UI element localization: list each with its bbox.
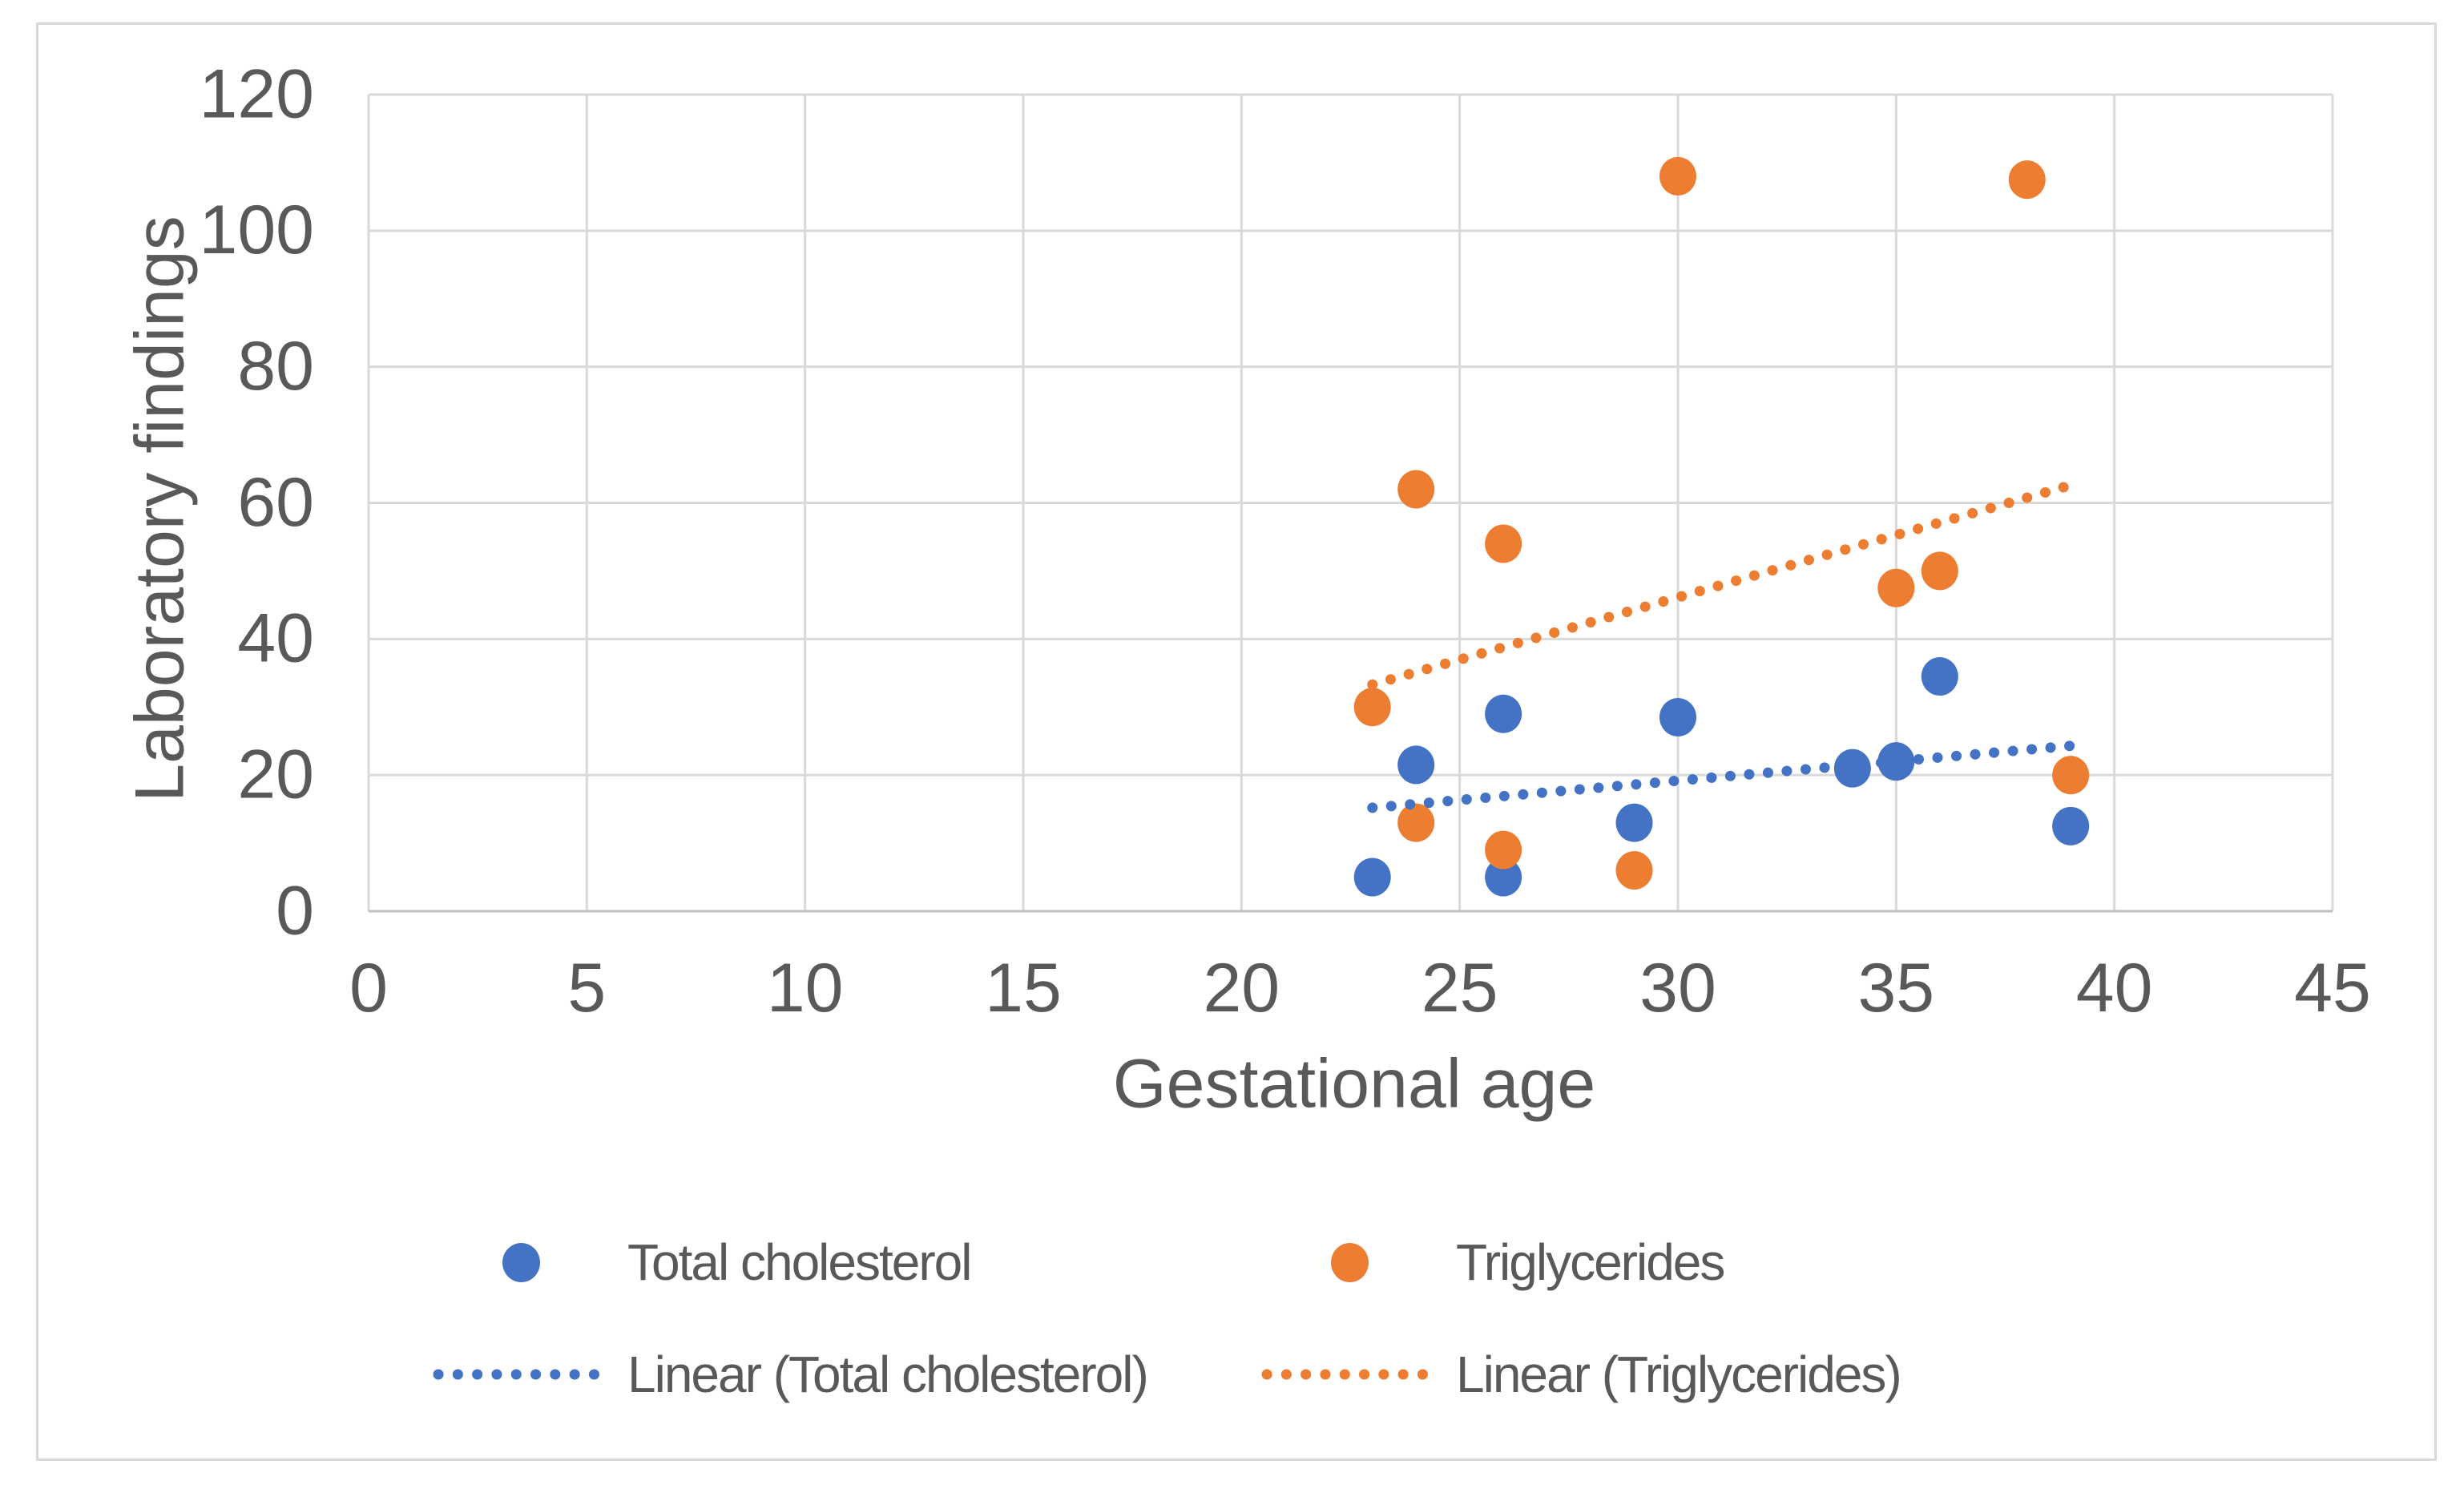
y-tick-label-100: 100	[200, 192, 315, 268]
trendline-linear-triglycerides-	[1367, 479, 2076, 690]
trendlines	[1367, 479, 2076, 813]
point-triglycerides	[2052, 756, 2090, 795]
x-tick-label-0: 0	[349, 950, 388, 1027]
x-tick-label-20: 20	[1203, 950, 1280, 1027]
legend-label-linear-triglycerides: Linear (Triglycerides)	[1456, 1346, 1902, 1403]
gridlines	[367, 93, 2334, 913]
point-total-cholesterol	[1921, 657, 1958, 696]
total-cholesterol-marker-icon	[502, 1242, 540, 1282]
legend-item-triglycerides: Triglycerides	[1261, 1233, 1725, 1291]
y-tick-label-0: 0	[276, 872, 314, 949]
y-tick-label-80: 80	[237, 328, 314, 405]
x-tick-label-30: 30	[1639, 950, 1716, 1027]
legend-swatch-triglycerides	[1261, 1242, 1438, 1282]
x-tick-label-45: 45	[2294, 950, 2371, 1027]
point-triglycerides	[1397, 470, 1435, 509]
point-total-cholesterol	[1485, 858, 1522, 897]
legend-swatch-linear-triglycerides	[1261, 1369, 1438, 1380]
point-triglycerides	[1485, 830, 1522, 870]
chart-border	[36, 22, 2437, 1461]
x-tick-label-10: 10	[767, 950, 844, 1027]
point-triglycerides	[1397, 803, 1435, 842]
point-triglycerides	[1485, 524, 1522, 563]
triglycerides-marker-icon	[1330, 1242, 1369, 1282]
point-triglycerides	[1615, 851, 1653, 890]
point-total-cholesterol	[1485, 694, 1522, 733]
legend-label-triglycerides: Triglycerides	[1456, 1233, 1725, 1291]
point-total-cholesterol	[1659, 697, 1696, 736]
data-points	[1353, 156, 2090, 897]
y-tick-label-20: 20	[237, 736, 314, 813]
legend-swatch-total-cholesterol	[433, 1242, 609, 1282]
legend-label-total-cholesterol: Total cholesterol	[627, 1233, 972, 1291]
point-triglycerides	[1659, 156, 1696, 196]
y-tick-label-40: 40	[237, 600, 314, 677]
x-tick-label-15: 15	[985, 950, 1062, 1027]
y-axis-title: Laboratory findings	[121, 216, 198, 801]
point-total-cholesterol	[1833, 749, 1871, 788]
x-tick-label-35: 35	[1857, 950, 1934, 1027]
point-triglycerides	[1353, 688, 1391, 727]
point-triglycerides	[1877, 568, 1915, 607]
tick-labels: 0 5 10 15 20 25 30 35 40 45 0 20 40 60 80 100 120	[200, 55, 2371, 1027]
x-axis-title: Gestational age	[1113, 1045, 1595, 1122]
x-tick-label-5: 5	[567, 950, 606, 1027]
legend-swatch-linear-total-cholesterol	[433, 1369, 609, 1380]
legend-item-linear-triglycerides: Linear (Triglycerides)	[1261, 1346, 1902, 1403]
x-tick-label-25: 25	[1422, 950, 1498, 1027]
point-triglycerides	[2008, 160, 2046, 200]
legend-item-total-cholesterol: Total cholesterol	[433, 1233, 972, 1291]
point-triglycerides	[1921, 551, 1958, 591]
x-tick-label-40: 40	[2076, 950, 2153, 1027]
point-total-cholesterol	[1397, 745, 1435, 785]
dotted-line-icon	[433, 1369, 609, 1380]
point-total-cholesterol	[2052, 806, 2090, 845]
legend-label-linear-total-cholesterol: Linear (Total cholesterol)	[627, 1346, 1149, 1403]
y-tick-label-60: 60	[237, 464, 314, 541]
point-total-cholesterol	[1615, 803, 1653, 842]
trendline-linear-total-cholesterol-	[1367, 740, 2076, 813]
y-tick-label-120: 120	[200, 55, 315, 132]
point-total-cholesterol	[1353, 858, 1391, 897]
legend-item-linear-total-cholesterol: Linear (Total cholesterol)	[433, 1346, 1149, 1403]
dotted-line-icon	[1261, 1369, 1438, 1380]
